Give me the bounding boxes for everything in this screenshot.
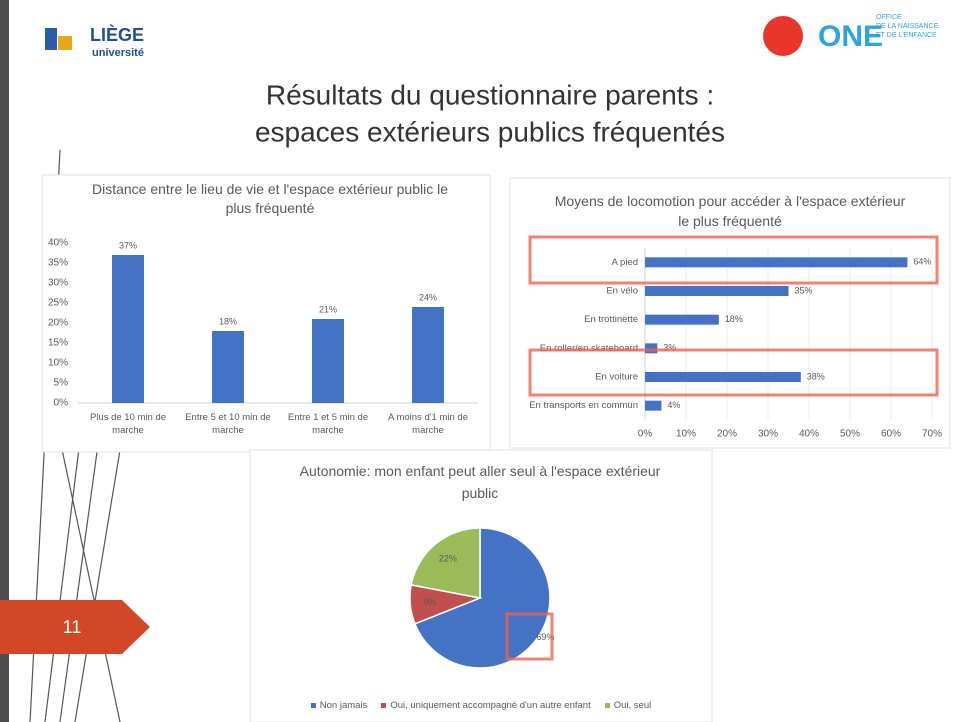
x-tick-label: 20% <box>717 429 737 440</box>
bar <box>112 255 144 403</box>
y-tick-label: En transports en commun <box>529 400 638 411</box>
bar <box>645 372 801 382</box>
x-tick-label: Plus de 10 min de marche <box>89 412 167 436</box>
x-tick-label: A moins d'1 min de marche <box>388 412 468 436</box>
y-tick-label: 15% <box>48 338 68 349</box>
x-tick-label: 50% <box>840 429 860 440</box>
bar <box>645 400 662 411</box>
data-label: 38% <box>807 371 825 381</box>
bar <box>412 307 444 403</box>
x-tick-label: 60% <box>881 429 901 440</box>
x-tick-label: 40% <box>799 429 819 440</box>
y-tick-label: 30% <box>48 278 68 289</box>
highlight-box <box>528 235 939 285</box>
data-label: 9% <box>423 597 436 607</box>
x-tick-label: 30% <box>758 429 778 440</box>
slide-number: 11 <box>63 617 82 637</box>
y-tick-label: 5% <box>54 378 69 389</box>
legend-swatch <box>381 702 387 708</box>
logo-text: LIÈGE <box>90 24 144 45</box>
y-tick-label: 20% <box>48 318 68 329</box>
y-tick-label: A pied <box>612 257 638 268</box>
logo-text: DE LA NAISSANCE <box>876 23 939 30</box>
data-label: 64% <box>913 257 931 267</box>
y-tick-label: 0% <box>54 398 69 409</box>
slide-title: espaces extérieurs publics fréquentés <box>255 116 725 147</box>
bar <box>212 331 244 403</box>
y-tick-label: En voiture <box>595 372 638 383</box>
y-tick-label: 10% <box>48 358 68 369</box>
data-label: 18% <box>219 316 237 326</box>
x-tick-label: 0% <box>638 429 653 440</box>
x-tick-label: Entre 5 et 10 min de marche <box>185 412 271 436</box>
number-badge <box>0 600 150 654</box>
pie-slice <box>413 527 551 669</box>
y-tick-label: En trottinette <box>584 314 638 325</box>
bar <box>645 343 658 354</box>
legend: Non jamais Oui, uniquement accompagné d'u… <box>250 700 712 711</box>
legend-item: Oui, uniquement accompagné d'un autre en… <box>381 700 591 711</box>
highlight-box <box>505 612 554 661</box>
data-label: 18% <box>725 314 743 324</box>
y-tick-label: 25% <box>48 298 68 309</box>
x-tick-label: 10% <box>676 429 696 440</box>
bar <box>645 257 908 268</box>
legend-swatch <box>310 702 316 708</box>
bar <box>645 314 719 325</box>
y-tick-label: En roller/en skateboard <box>540 343 638 354</box>
chart-title: Moyens de locomotion pour accéder à l'es… <box>554 193 906 229</box>
bar <box>312 319 344 403</box>
highlight-box <box>528 348 939 397</box>
x-tick-label: 70% <box>922 429 942 440</box>
legend-label: Non jamais <box>319 700 368 711</box>
legend-swatch <box>604 702 610 708</box>
chart-title: Distance entre le lieu de vie et l'espac… <box>92 181 448 216</box>
chart-frame <box>509 177 951 449</box>
logo-text: OFFICE <box>876 14 902 21</box>
y-tick-label: 40% <box>48 238 68 249</box>
legend-item: Oui, seul <box>604 700 652 711</box>
data-label: 35% <box>795 285 813 295</box>
y-tick-label: 35% <box>48 258 68 269</box>
logo-text: ONE <box>818 20 883 53</box>
bar <box>645 286 789 296</box>
legend-label: Oui, uniquement accompagné d'un autre en… <box>390 700 591 711</box>
legend-item: Non jamais <box>310 700 368 711</box>
data-label: 24% <box>419 292 437 302</box>
left-border <box>0 0 9 722</box>
data-label: 69% <box>536 632 554 642</box>
logo-text: université <box>92 47 144 59</box>
slide-title: Résultats du questionnaire parents : <box>266 79 714 110</box>
x-tick-label: Entre 1 et 5 min de marche <box>287 412 369 436</box>
data-label: 22% <box>439 554 457 564</box>
legend-label: Oui, seul <box>613 700 652 711</box>
data-label: 21% <box>319 304 337 314</box>
data-label: 4% <box>667 400 680 410</box>
data-label: 3% <box>663 343 676 353</box>
logo-text: ET DE L'ENFANCE <box>876 32 937 39</box>
logo-shape <box>45 28 57 50</box>
logo-shape <box>763 16 803 56</box>
pie-slice <box>410 527 481 599</box>
y-tick-label: En vélo <box>606 286 638 297</box>
data-label: 37% <box>119 240 137 250</box>
chart-title: Autonomie: mon enfant peut aller seul à … <box>299 463 661 501</box>
logo-shape <box>58 36 72 50</box>
